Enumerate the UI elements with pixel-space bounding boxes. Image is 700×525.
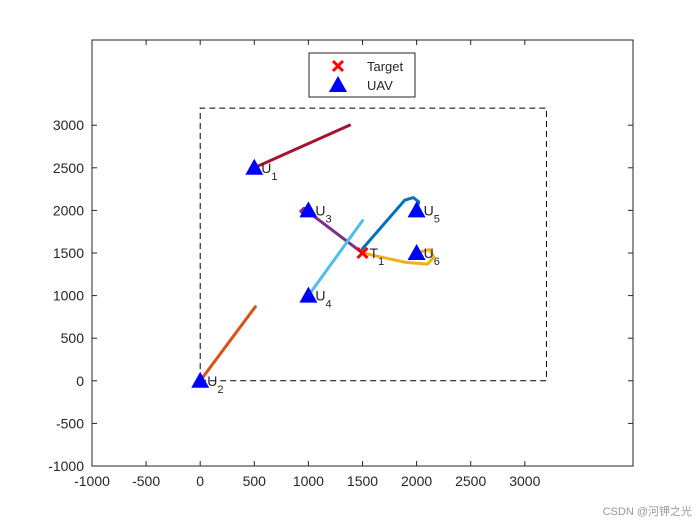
legend-label: UAV <box>367 78 393 93</box>
uav-marker <box>329 76 347 92</box>
point-label: U3 <box>315 202 331 225</box>
point-label-sub: 6 <box>434 256 440 268</box>
uav-marker <box>245 158 264 175</box>
point-label-text: U <box>315 288 325 304</box>
legend-box <box>308 52 416 98</box>
point-label: T1 <box>370 245 385 268</box>
target-marker <box>356 246 369 260</box>
x-tick-label: 500 <box>243 473 267 489</box>
y-tick-label: 3000 <box>53 117 84 133</box>
y-tick-label: 500 <box>61 330 85 346</box>
point-label: U5 <box>424 202 440 225</box>
point-label-text: U <box>207 373 217 389</box>
target-marker <box>331 59 345 73</box>
x-tick-label: 1500 <box>347 473 378 489</box>
y-tick-label: 1500 <box>53 245 84 261</box>
point-label: U1 <box>261 160 277 183</box>
y-tick-label: 2500 <box>53 160 84 176</box>
point-label-sub: 2 <box>217 384 223 396</box>
y-tick-label: -500 <box>56 415 84 431</box>
point-label-sub: 5 <box>434 213 440 225</box>
point-label-text: U <box>424 202 434 218</box>
point-label-text: T <box>370 245 379 261</box>
point-label-sub: 1 <box>378 256 384 268</box>
uav-marker <box>191 371 210 388</box>
x-tick-label: 2500 <box>455 473 486 489</box>
x-tick-label: 1000 <box>293 473 324 489</box>
y-tick-label: 2000 <box>53 202 84 218</box>
uav-marker <box>407 201 426 218</box>
x-tick-label: 0 <box>196 473 204 489</box>
watermark: CSDN @河钾之光 <box>603 504 692 518</box>
point-label-text: U <box>424 245 434 261</box>
uav-marker <box>299 201 318 218</box>
point-label-text: U <box>315 202 325 218</box>
uav-marker <box>407 244 426 260</box>
trajectory <box>198 305 257 383</box>
y-tick-label: -1000 <box>48 458 84 474</box>
point-label-sub: 4 <box>326 299 332 311</box>
trajectory <box>306 219 364 298</box>
point-label: U2 <box>207 373 223 396</box>
x-tick-label: 2000 <box>401 473 432 489</box>
y-tick-label: 1000 <box>53 288 84 304</box>
x-tick-label: -500 <box>132 473 160 489</box>
point-label-text: U <box>261 160 271 176</box>
uav-marker <box>299 286 318 303</box>
x-tick-label: 3000 <box>509 473 540 489</box>
point-label: U4 <box>315 288 331 311</box>
legend-label: Target <box>367 59 404 74</box>
x-tick-label: -1000 <box>74 473 110 489</box>
region-boundary <box>199 107 547 382</box>
point-label-sub: 3 <box>326 213 332 225</box>
y-tick-label: 0 <box>76 373 84 389</box>
point-label: U6 <box>424 245 440 268</box>
trajectory <box>252 123 352 170</box>
point-label-sub: 1 <box>271 171 277 183</box>
trajectory <box>361 248 436 266</box>
